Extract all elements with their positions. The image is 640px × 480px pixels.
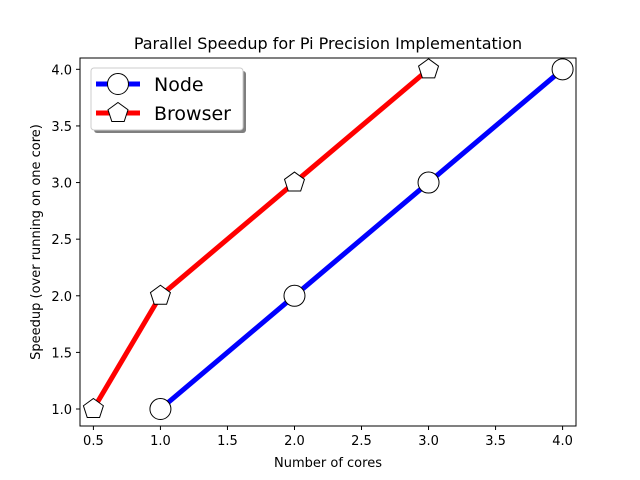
x-tick-label: 3.0 — [418, 434, 439, 449]
y-tick-label: 1.5 — [51, 346, 72, 361]
legend-entry-browser: Browser — [96, 101, 231, 125]
legend: Node Browser — [90, 67, 246, 133]
x-tick-label: 0.5 — [83, 434, 104, 449]
data-point-browser — [149, 284, 172, 305]
data-point-browser — [82, 397, 104, 419]
y-tick-label: 1.0 — [51, 403, 72, 418]
x-tick-label: 4.0 — [552, 434, 573, 449]
y-axis: 1.0 1.5 2.0 2.5 3.0 3.5 4.0 — [51, 63, 80, 418]
x-tick-label: 3.5 — [485, 434, 506, 449]
y-tick-label: 3.0 — [51, 177, 72, 192]
series-line-browser — [91, 67, 431, 411]
plot-frame — [79, 57, 577, 427]
series-line-node — [158, 67, 565, 411]
y-tick-label: 2.0 — [51, 290, 72, 305]
data-point-browser — [417, 58, 440, 79]
x-axis: 0.5 1.0 1.5 2.0 2.5 3.0 3.5 4.0 — [83, 426, 573, 449]
legend-marker-node — [107, 73, 129, 95]
legend-marker-browser — [107, 101, 129, 122]
x-tick-label: 2.0 — [284, 434, 305, 449]
data-point-node — [551, 58, 574, 81]
legend-entry-node: Node — [96, 73, 204, 96]
series-node — [149, 58, 574, 421]
plot-area — [82, 58, 574, 421]
legend-label-browser: Browser — [154, 103, 231, 125]
data-point-node — [283, 284, 306, 307]
x-axis-label: Number of cores — [274, 456, 382, 471]
y-tick-label: 3.5 — [51, 120, 72, 135]
x-tick-label: 1.0 — [150, 434, 171, 449]
x-tick-label: 1.5 — [217, 434, 238, 449]
data-point-node — [417, 171, 440, 194]
y-tick-label: 4.0 — [51, 63, 72, 78]
chart-title: Parallel Speedup for Pi Precision Implem… — [134, 34, 522, 53]
data-point-browser — [283, 171, 306, 192]
data-point-node — [149, 398, 172, 421]
y-tick-label: 2.5 — [51, 233, 72, 248]
legend-label-node: Node — [154, 74, 204, 96]
y-axis-label: Speedup (over running on one core) — [29, 124, 44, 360]
x-tick-label: 2.5 — [351, 434, 372, 449]
series-browser — [82, 58, 440, 419]
